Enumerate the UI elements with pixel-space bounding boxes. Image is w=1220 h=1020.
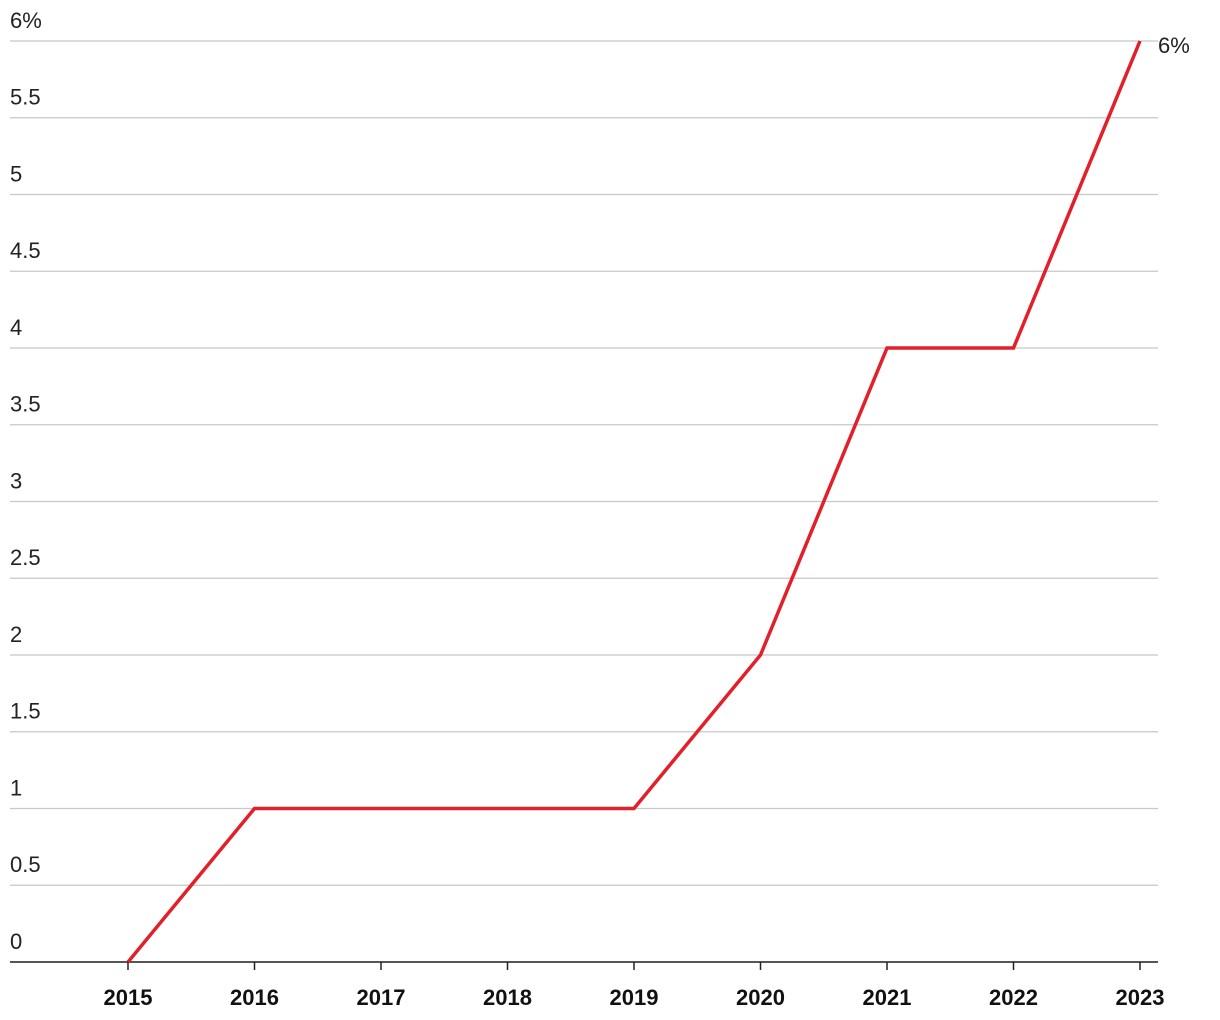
y-tick-label: 3 bbox=[10, 468, 22, 493]
y-tick-label: 1.5 bbox=[10, 699, 41, 724]
y-tick-label: 6% bbox=[10, 8, 42, 33]
y-tick-label: 5.5 bbox=[10, 85, 41, 110]
x-tick-label: 2015 bbox=[104, 985, 153, 1010]
x-tick-label: 2021 bbox=[863, 985, 912, 1010]
y-tick-label: 5 bbox=[10, 161, 22, 186]
x-tick-label: 2018 bbox=[483, 985, 532, 1010]
x-tick-label: 2020 bbox=[736, 985, 785, 1010]
y-tick-label: 4.5 bbox=[10, 238, 41, 263]
y-tick-label: 4 bbox=[10, 315, 22, 340]
x-tick-label: 2016 bbox=[230, 985, 279, 1010]
y-tick-label: 2.5 bbox=[10, 545, 41, 570]
x-tick-label: 2022 bbox=[989, 985, 1038, 1010]
value-label: 6% bbox=[1158, 33, 1190, 58]
x-tick-label: 2019 bbox=[610, 985, 659, 1010]
x-tick-label: 2023 bbox=[1116, 985, 1165, 1010]
x-tick-label: 2017 bbox=[357, 985, 406, 1010]
y-tick-label: 3.5 bbox=[10, 392, 41, 417]
y-tick-label: 0 bbox=[10, 929, 22, 954]
data-line bbox=[126, 40, 1142, 964]
y-tick-label: 0.5 bbox=[10, 852, 41, 877]
y-tick-label: 1 bbox=[10, 775, 22, 800]
y-tick-label: 2 bbox=[10, 622, 22, 647]
